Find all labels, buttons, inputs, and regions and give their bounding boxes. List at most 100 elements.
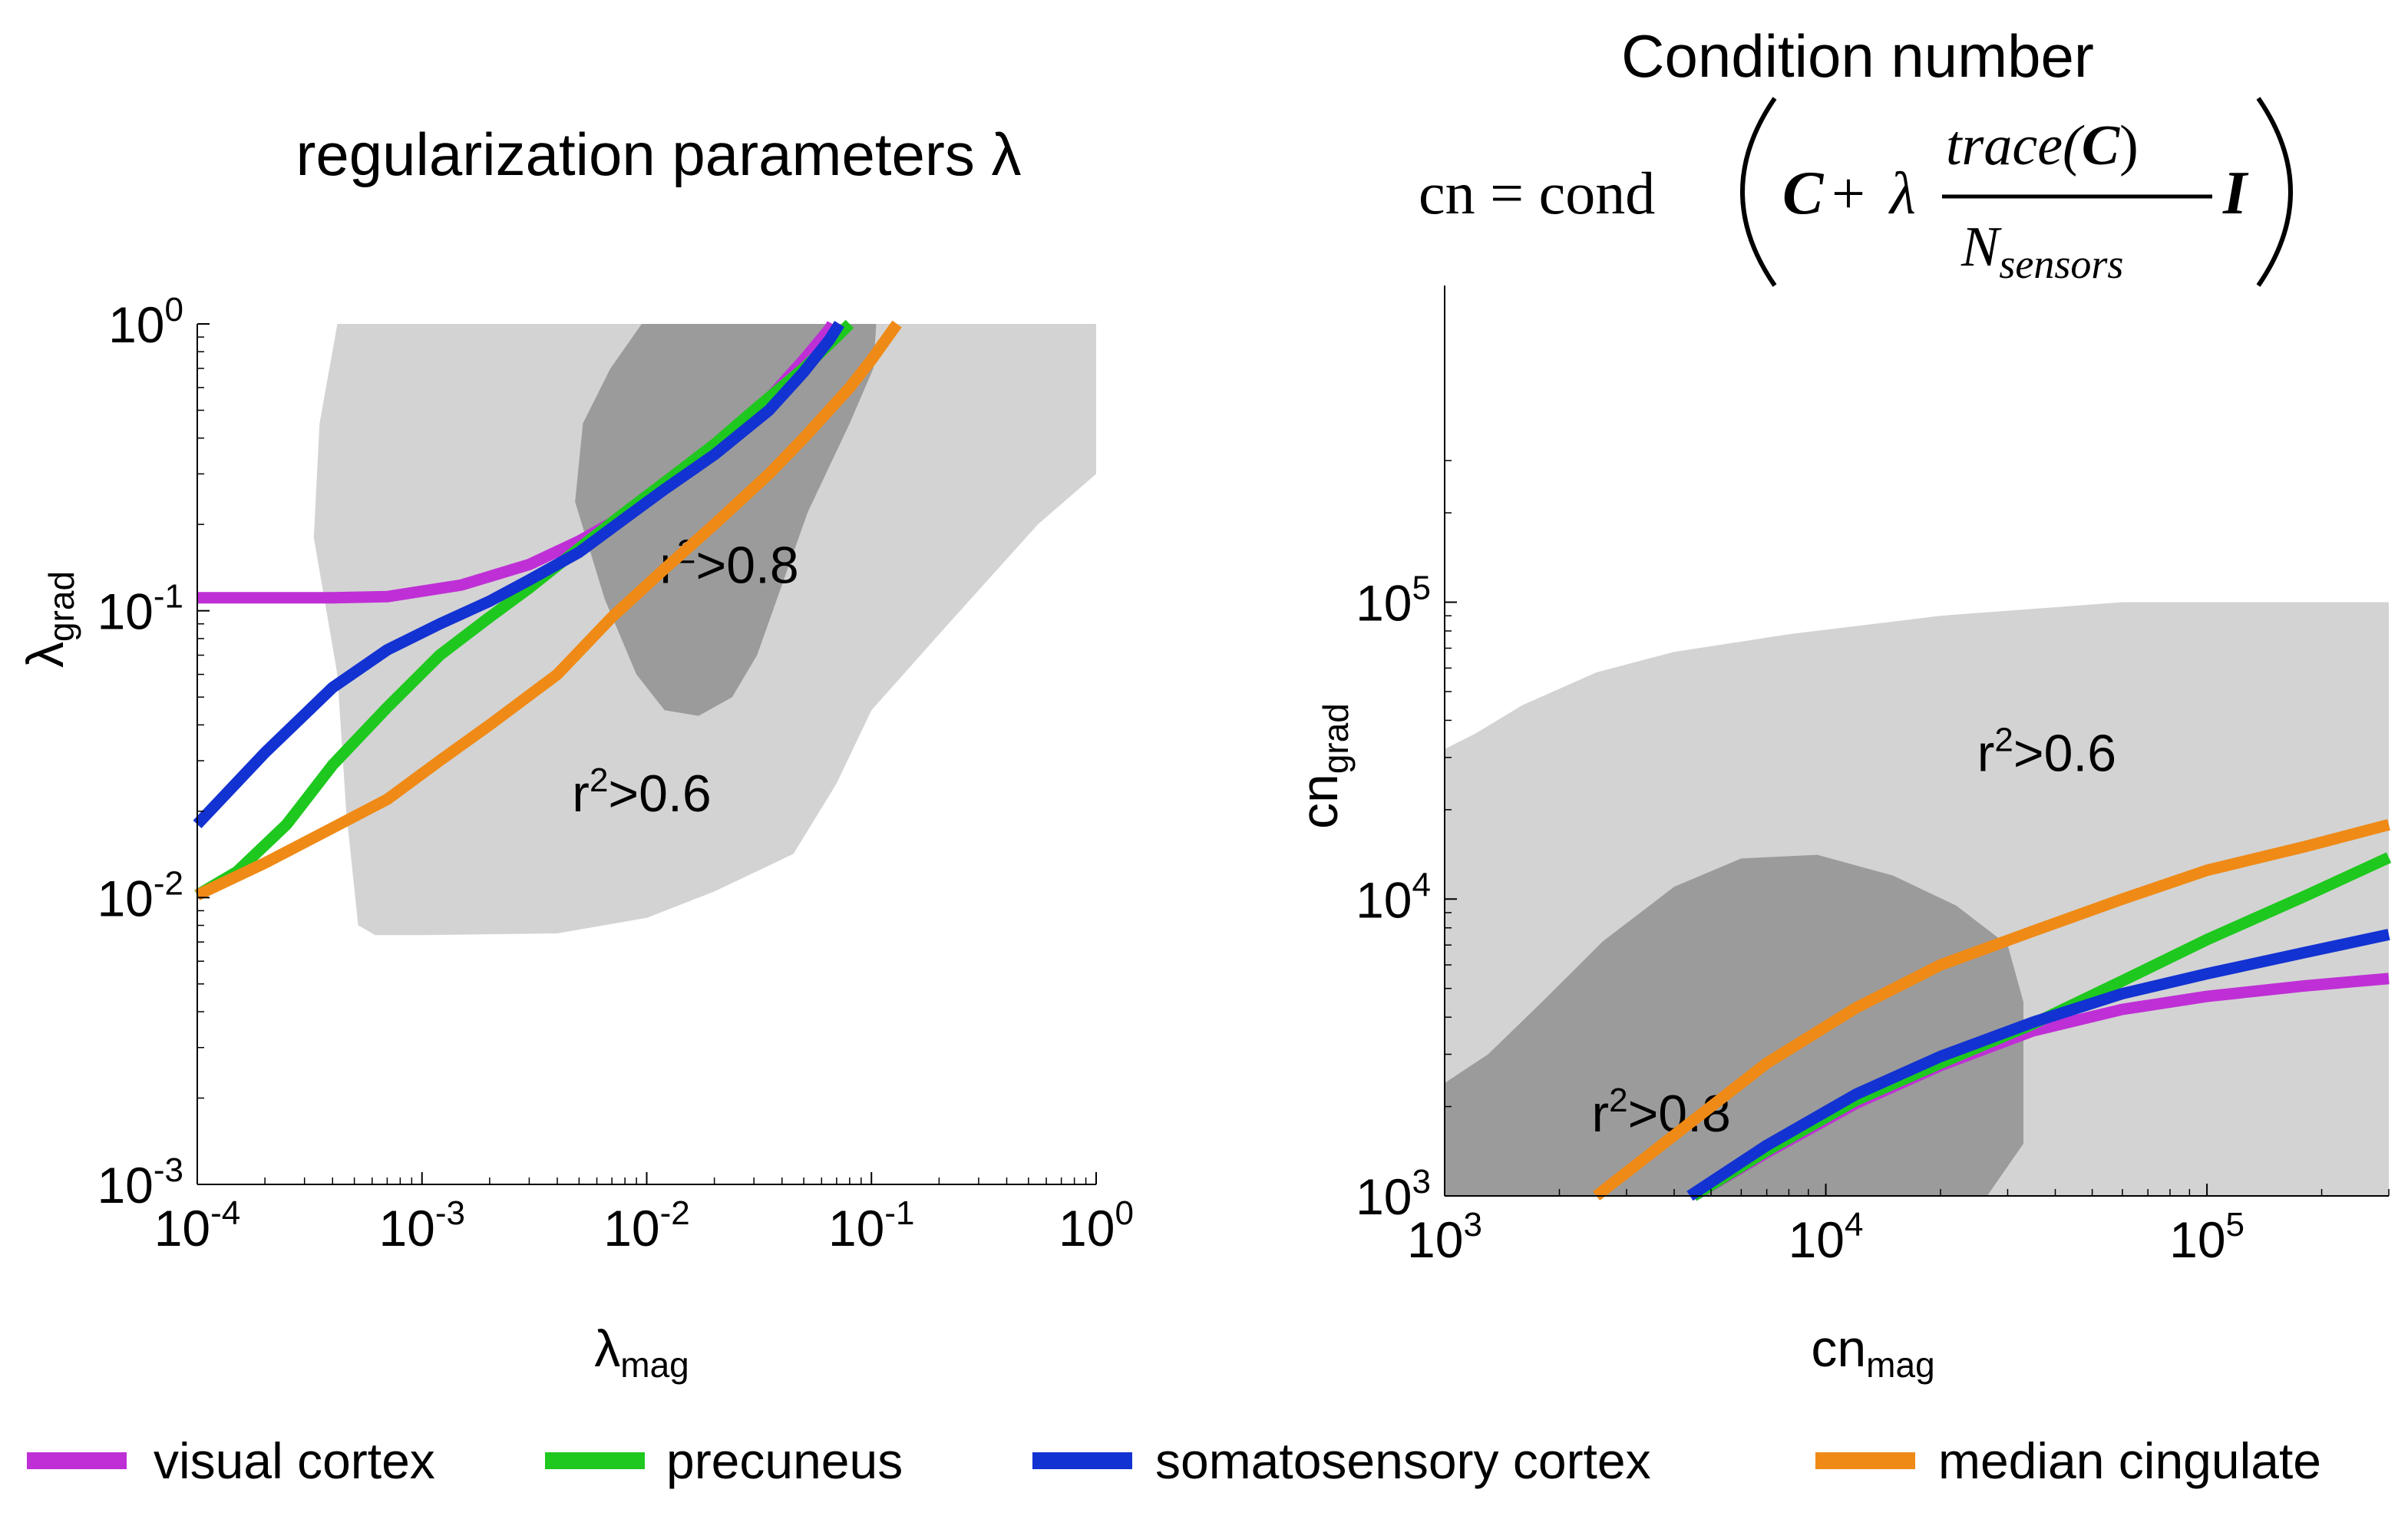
tick-base: 10 <box>1059 1200 1115 1257</box>
region-label-exp: 2 <box>590 761 608 799</box>
left-y-tick-label: 10-3 <box>97 1151 183 1214</box>
tick-base: 10 <box>97 870 153 926</box>
right-y-label-sub: grad <box>1316 703 1356 774</box>
tick-base: 10 <box>108 296 164 353</box>
right-x-tick-label: 104 <box>1789 1206 1864 1268</box>
right-x-tick-label: 105 <box>2169 1206 2244 1268</box>
formula-numerator: trace(C) <box>1946 114 2139 177</box>
left-x-tick-label: 10-4 <box>154 1194 241 1257</box>
tick-exp: 0 <box>165 291 183 329</box>
right-x-axis-label: cnmag <box>1811 1319 1934 1385</box>
right-series-median-cingulate <box>1592 819 2390 1201</box>
formula-denominator-N: N <box>1960 216 2002 279</box>
formula-C: C <box>1782 160 1825 227</box>
formula-I: I <box>2222 160 2249 227</box>
region-label-base: r <box>1977 724 1995 782</box>
legend-label-median-cingulate: median cingulate <box>1938 1432 2321 1489</box>
tick-exp: -1 <box>154 578 183 616</box>
right-series <box>1592 819 2392 1201</box>
tick-exp: 0 <box>1115 1194 1133 1232</box>
left-x-tick-label: 10-1 <box>828 1194 915 1257</box>
left-series-somatosensory-cortex <box>193 321 844 829</box>
left-series-median-cingulate <box>194 320 902 900</box>
region-label-base: r <box>1591 1085 1609 1143</box>
formula-lambda: λ <box>1888 160 1916 226</box>
legend-item-median-cingulate: median cingulate <box>1815 1432 2321 1489</box>
left-x-tick-label: 10-3 <box>378 1194 465 1257</box>
left-y-axis-label: λgrad <box>16 571 81 668</box>
tick-exp: -4 <box>210 1194 240 1232</box>
right-x-label-main: cn <box>1811 1319 1866 1378</box>
tick-base: 10 <box>97 583 153 640</box>
right-y-tick-label: 103 <box>1356 1163 1431 1225</box>
formula-numerator-C: C <box>2082 114 2121 177</box>
right-chart-title: Condition number <box>1621 22 2094 90</box>
region-label-base: r <box>572 765 590 823</box>
legend-label-visual-cortex: visual cortex <box>154 1432 435 1489</box>
formula-close-paren <box>2256 97 2293 287</box>
tick-exp: 3 <box>1412 1163 1431 1201</box>
tick-base: 10 <box>603 1200 659 1257</box>
left-series <box>193 319 902 900</box>
legend-item-somatosensory-cortex: somatosensory cortex <box>1032 1432 1651 1489</box>
formula-denominator: Nsensors <box>1960 216 2123 287</box>
left-x-label-sub: mag <box>620 1345 689 1385</box>
tick-exp: 4 <box>1412 866 1431 903</box>
left-x-tick-label: 100 <box>1059 1194 1134 1257</box>
left-y-tick-label: 10-2 <box>97 864 183 926</box>
left-region-label-r2-06: r2>0.6 <box>572 761 711 823</box>
tick-base: 10 <box>1356 575 1412 632</box>
region-label-exp: 2 <box>1609 1082 1627 1119</box>
tick-exp: -2 <box>154 864 183 902</box>
region-label-rest: >0.6 <box>608 765 711 823</box>
legend-label-precuneus: precuneus <box>666 1432 903 1489</box>
left-x-tick-label: 10-2 <box>603 1194 690 1257</box>
legend-item-visual-cortex: visual cortex <box>27 1432 435 1489</box>
tick-base: 10 <box>378 1200 434 1257</box>
tick-exp: 3 <box>1463 1206 1481 1244</box>
legend-label-somatosensory-cortex: somatosensory cortex <box>1155 1432 1651 1489</box>
tick-exp: 4 <box>1845 1206 1863 1244</box>
left-x-axis-label: λmag <box>594 1319 689 1385</box>
formula-numerator-close: ) <box>2119 114 2139 177</box>
tick-exp: 5 <box>1412 570 1431 607</box>
left-chart-title: regularization parameters λ <box>296 121 1021 188</box>
right-series-somatosensory-cortex <box>1686 929 2390 1201</box>
tick-exp: 5 <box>2226 1206 2244 1244</box>
legend: visual cortex precuneus somatosensory co… <box>27 1432 2321 1489</box>
tick-base: 10 <box>97 1157 153 1214</box>
left-y-label-main: λ <box>16 642 74 668</box>
chart-left: r2>0.6r2>0.8 10-4 10-3 10-2 10-1 10010-310-2… <box>16 121 1134 1385</box>
region-label-exp: 2 <box>1994 721 2013 758</box>
formula-denominator-sub: sensors <box>1999 241 2123 287</box>
formula-numerator-trace: trace( <box>1946 114 2085 177</box>
right-x-label-sub: mag <box>1866 1345 1934 1385</box>
tick-base: 10 <box>828 1200 884 1257</box>
tick-base: 10 <box>1356 1168 1412 1225</box>
formula-plus: + <box>1832 160 1865 226</box>
left-y-label-sub: grad <box>41 571 81 642</box>
region-label-rest: >0.6 <box>2013 724 2116 782</box>
right-regions: r2>0.6r2>0.8 <box>1445 602 2389 1196</box>
tick-exp: -2 <box>660 1194 690 1232</box>
legend-item-precuneus: precuneus <box>545 1432 903 1489</box>
left-x-label-main: λ <box>594 1319 620 1378</box>
right-y-axis-label: cngrad <box>1290 703 1356 829</box>
tick-base: 10 <box>1407 1211 1463 1268</box>
formula-open-paren <box>1740 97 1777 287</box>
tick-base: 10 <box>1356 871 1412 928</box>
tick-exp: -3 <box>435 1194 465 1232</box>
right-region-r2-08 <box>1445 854 2023 1196</box>
tick-base: 10 <box>2169 1211 2225 1268</box>
region-label-rest: >0.8 <box>695 536 798 594</box>
right-y-tick-label: 105 <box>1356 570 1431 632</box>
left-y-tick-label: 100 <box>108 291 183 353</box>
right-region-label-r2-06: r2>0.6 <box>1977 721 2116 782</box>
right-y-label-main: cn <box>1290 774 1349 829</box>
left-y-tick-label: 10-1 <box>97 578 183 640</box>
formula-lhs: cn = cond <box>1419 160 1655 226</box>
